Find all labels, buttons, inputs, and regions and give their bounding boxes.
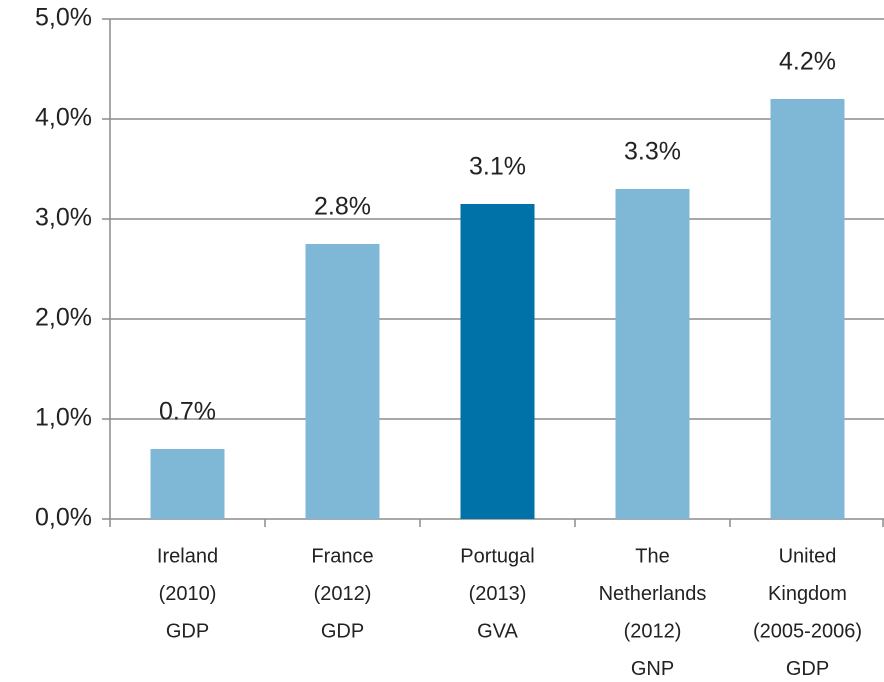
data-label: 2.8% [314,193,371,221]
y-tick-label: 0,0% [35,504,92,532]
x-tick-label: (2005-2006) [753,620,862,642]
y-tick-label: 1,0% [35,404,92,432]
y-tick-label: 2,0% [35,304,92,332]
bar [460,204,535,519]
data-label: 4.2% [779,48,836,76]
x-tick-label: GDP [166,620,209,642]
x-tick-label: GVA [477,620,518,642]
x-tick-label: France [311,545,373,567]
x-tick-label: GNP [631,658,674,680]
bar [150,449,225,519]
x-tick-label: (2013) [469,583,527,605]
y-tick-label: 5,0% [35,4,92,32]
x-tick-label: United [779,545,837,567]
data-label: 3.1% [469,153,526,181]
bar [770,99,845,519]
x-tick-label: (2012) [314,583,372,605]
x-tick-label: Netherlands [599,583,707,605]
bar [305,244,380,519]
x-tick-label: Portugal [460,545,535,567]
x-tick-label: GDP [321,620,364,642]
x-tick-label: Ireland [157,545,218,567]
x-tick-label: (2010) [159,583,217,605]
data-label: 3.3% [624,138,681,166]
data-label: 0.7% [159,398,216,426]
bar [615,189,690,519]
y-tick-label: 4,0% [35,104,92,132]
x-tick-label: The [635,545,669,567]
x-tick-label: GDP [786,658,829,680]
x-tick-label: (2012) [624,620,682,642]
y-tick-label: 3,0% [35,204,92,232]
x-tick-label: Kingdom [768,583,847,605]
